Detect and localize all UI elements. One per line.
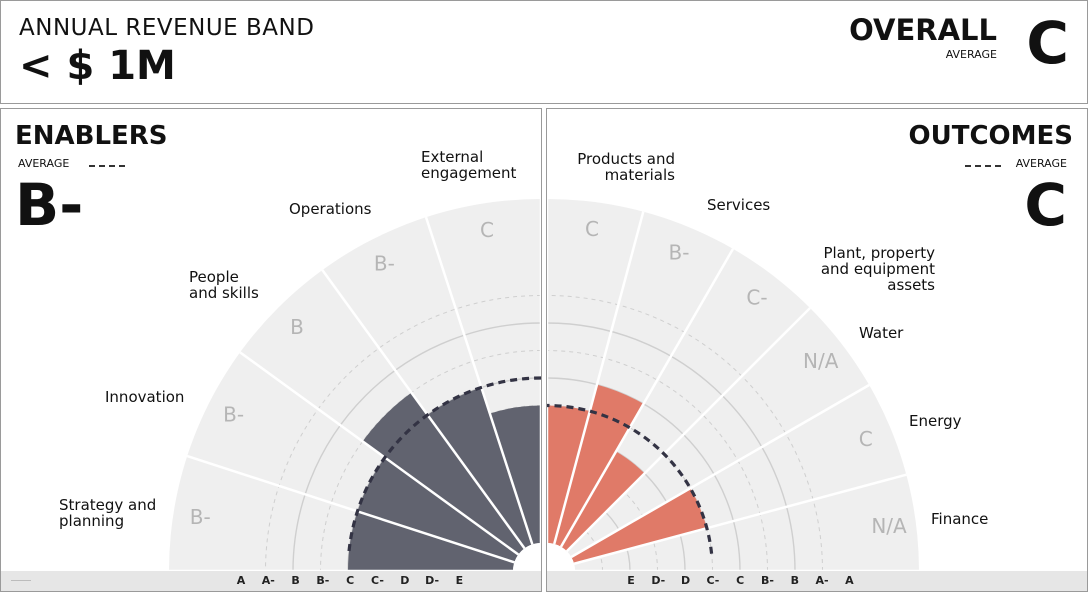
revenue-band-value: < $ 1M (19, 43, 176, 89)
outcomes-average-grade: C (1024, 171, 1067, 239)
axis-tick-label: B- (316, 574, 330, 587)
grade-label-4: C (859, 427, 873, 451)
category-label-0: Strategy and planning (59, 496, 157, 530)
outcomes-radial-chart: C B- C- N/A C N/A (547, 199, 919, 573)
grade-label-2: B (290, 315, 304, 339)
axis-tick-label: D- (651, 574, 666, 587)
axis-tick-label: D- (425, 574, 440, 587)
bar-2 (561, 451, 645, 552)
outcomes-average-label: AVERAGE (1015, 157, 1067, 170)
grade-ring (265, 295, 541, 572)
overall-average-label: AVERAGE (945, 48, 997, 61)
separator (186, 454, 515, 564)
axis-tick-label: C (736, 574, 745, 587)
separator (570, 383, 870, 559)
grade-label-5: N/A (871, 514, 907, 538)
axis-tick-label: C- (371, 574, 384, 587)
axis-tick-label: E (627, 574, 635, 587)
bar-2 (362, 392, 525, 555)
separator (573, 473, 907, 565)
average-arc (547, 403, 714, 554)
separator (424, 216, 534, 545)
axis-tick-label: A- (261, 574, 275, 587)
grade-ring (547, 350, 768, 572)
outcomes-axis-strip: E D- D C- C B- B A- A (547, 571, 1087, 591)
grade-label-3: B- (374, 252, 395, 276)
strip-mark (11, 580, 31, 581)
grade-label-0: B- (190, 505, 211, 529)
bar-1 (554, 384, 644, 547)
axis-tick-label: C (346, 574, 355, 587)
separator (559, 248, 735, 548)
enablers-radial-chart: B- B- B B- C (169, 199, 541, 573)
grade-label-4: C (480, 218, 494, 242)
bar-4 (571, 488, 707, 564)
summary-header: ANNUAL REVENUE BAND < $ 1M OVERALL AVERA… (0, 0, 1088, 104)
enablers-title: ENABLERS (15, 121, 168, 151)
enablers-axis-strip: A A- B B- C C- D D- E (1, 571, 541, 591)
enablers-panel: B- B- B B- C ENABLERS AVERAGE B- A A- B B- C C- D D… (0, 108, 542, 592)
grade-label-3: N/A (803, 349, 839, 373)
separator (565, 307, 811, 553)
category-label-0: Products and materials (577, 150, 675, 184)
enablers-average-line-legend (89, 165, 125, 167)
category-label-2: Plant, property and equipment assets (820, 244, 935, 294)
grade-label-0: C (585, 217, 599, 241)
grade-label-1: B- (223, 402, 244, 426)
separator (553, 211, 645, 545)
enablers-average-label: AVERAGE (18, 157, 70, 170)
axis-tick-label: B (790, 574, 799, 587)
axis-tick-label: D (400, 574, 410, 587)
axis-tick-label: A- (815, 574, 829, 587)
bar-0 (348, 511, 515, 571)
axis-tick-label: D (681, 574, 691, 587)
category-label-5: Finance (931, 510, 989, 528)
category-label-4: Energy (909, 412, 962, 430)
category-label-1: Services (707, 196, 771, 214)
center-hole (513, 543, 541, 571)
center-hole (547, 543, 575, 571)
bar-3 (427, 387, 533, 549)
category-label-2: People and skills (189, 268, 259, 302)
bar-4 (489, 405, 541, 545)
axis-tick-label: A (236, 574, 246, 587)
revenue-band-label: ANNUAL REVENUE BAND (19, 15, 315, 41)
average-arc (347, 376, 541, 555)
axis-tick-label: C- (706, 574, 720, 587)
bar-0 (547, 405, 590, 544)
outcomes-average-line-legend (965, 165, 1001, 167)
category-label-3: Water (859, 324, 904, 342)
overall-title: OVERALL (849, 13, 997, 47)
grade-ring (292, 322, 541, 572)
category-label-4: External engagement (421, 148, 517, 182)
axis-tick-label: B- (761, 574, 774, 587)
axis-tick-label: B (291, 574, 300, 587)
separator (321, 269, 526, 550)
grade-label-2: C- (746, 285, 767, 309)
axis-tick-label: E (455, 574, 464, 587)
grade-label-1: B- (669, 240, 690, 264)
grade-ring (320, 350, 541, 572)
category-label-1: Innovation (105, 388, 185, 406)
overall-grade: C (1026, 9, 1069, 77)
outcomes-title: OUTCOMES (908, 121, 1074, 151)
category-label-3: Operations (289, 200, 372, 218)
enablers-average-grade: B- (15, 171, 84, 239)
outcomes-panel: C B- C- N/A C N/A OUTCOMES AVERAGE C E D- D C- C B… (546, 108, 1088, 592)
bar-1 (357, 457, 519, 563)
axis-tick-label: A (845, 574, 854, 587)
separator (239, 351, 520, 556)
